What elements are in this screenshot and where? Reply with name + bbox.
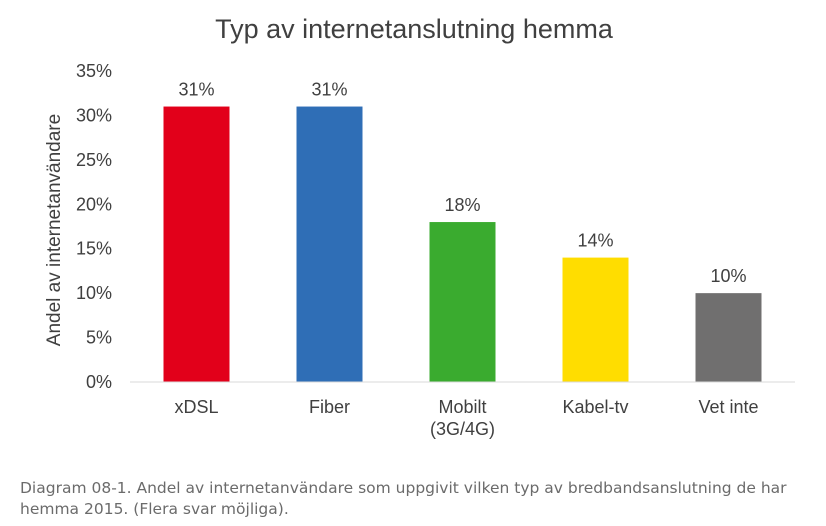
y-tick-label: 35% (76, 61, 112, 81)
y-tick-label: 15% (76, 239, 112, 259)
bar-value-label: 14% (577, 231, 613, 251)
x-axis-ticks: xDSL Fiber Mobilt (3G/4G) Kabel-tv Vet inte (174, 397, 758, 439)
x-tick-label: Vet inte (698, 397, 758, 417)
bar (695, 293, 762, 382)
y-axis-label: Andel av internetanvändare (44, 114, 65, 346)
y-tick-label: 20% (76, 194, 112, 214)
x-tick-label: Mobilt (3G/4G) (430, 397, 495, 439)
chart-title: Typ av internetanslutning hemma (215, 14, 614, 44)
bar-value-label: 31% (178, 80, 214, 100)
y-tick-label: 10% (76, 283, 112, 303)
y-axis-ticks: 0% 5% 10% 15% 20% 25% 30% 35% (76, 61, 112, 392)
bar (562, 257, 629, 382)
bar (429, 222, 496, 382)
data-labels: 31% 31% 18% 14% 10% (178, 80, 746, 287)
bar-value-label: 10% (710, 266, 746, 286)
figure-caption: Diagram 08-1. Andel av internetanvändare… (20, 479, 787, 518)
bar (163, 106, 230, 383)
y-tick-label: 30% (76, 105, 112, 125)
x-tick-label: Fiber (309, 397, 350, 417)
bar-value-label: 31% (311, 80, 347, 100)
bars (163, 106, 762, 383)
y-tick-label: 5% (86, 328, 112, 348)
bar-chart: Typ av internetanslutning hemma Andel av… (44, 14, 795, 439)
x-tick-label: Kabel-tv (562, 397, 628, 417)
y-tick-label: 0% (86, 372, 112, 392)
x-tick-label: xDSL (174, 397, 218, 417)
bar-value-label: 18% (444, 195, 480, 215)
bar (296, 106, 363, 383)
y-tick-label: 25% (76, 150, 112, 170)
